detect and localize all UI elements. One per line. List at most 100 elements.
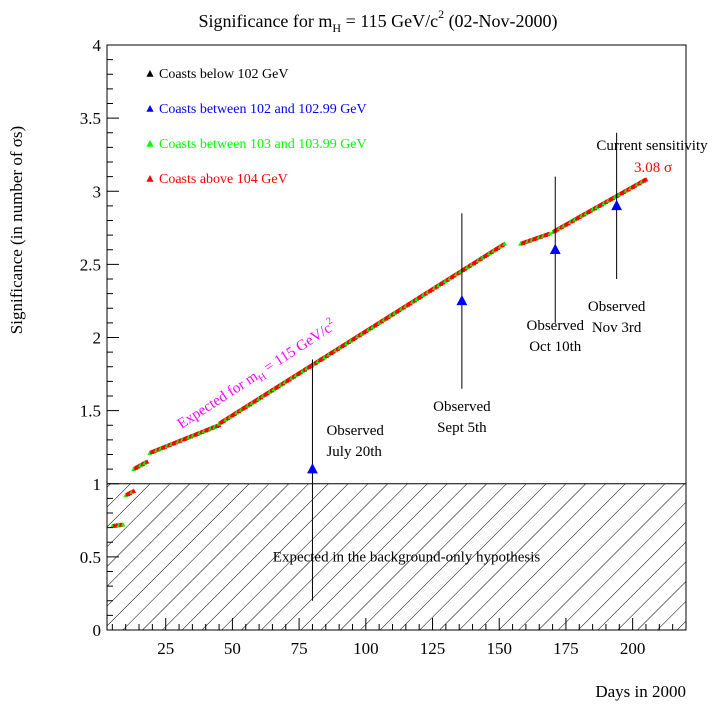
observed-label-line1: Observed (326, 423, 384, 439)
observed-label-line2: July 20th (326, 444, 382, 460)
expected-point (372, 322, 378, 328)
expected-point (144, 459, 150, 464)
expected-point (579, 213, 584, 218)
background-region-label: Expected in the background-only hypothes… (273, 549, 541, 565)
expected-point (289, 375, 294, 380)
expected-point (628, 185, 633, 191)
observed-point: Observed Oct 10th (527, 176, 584, 355)
observed-label-line2: Sept 5th (437, 420, 487, 436)
expected-point (619, 190, 624, 196)
expected-point (276, 383, 281, 389)
plot-frame (106, 44, 687, 631)
expected-point (304, 365, 310, 371)
legend-marker (146, 105, 154, 112)
expected-point (641, 178, 647, 183)
expected-point (401, 304, 406, 310)
expected-point (260, 393, 266, 398)
title-suffix: (02-Nov-2000) (444, 11, 557, 32)
expected-point (634, 181, 640, 187)
y-tick-label: 0.5 (80, 548, 101, 567)
expected-point (471, 260, 477, 266)
expected-point (284, 378, 290, 383)
chart-axes: 25 50 75 100 125 150 175 200 0 0.5 1 1.5 2 2.5 3 3.5 4 (80, 36, 687, 658)
chart-title: Significance for mH = 115 GeV/c2 (02-Nov… (198, 7, 557, 35)
expected-point (478, 256, 483, 261)
expected-segment (109, 522, 126, 529)
expected-point (247, 401, 253, 407)
expected-point (556, 225, 562, 231)
expected-point (453, 271, 459, 277)
expected-point (636, 180, 642, 186)
expected-point (138, 462, 143, 468)
expected-point (388, 313, 393, 318)
x-tick-label: 100 (353, 639, 379, 658)
expected-point (297, 369, 303, 375)
observed-point: Observed Sept 5th (433, 213, 491, 436)
expected-point (423, 291, 428, 296)
expected-point (596, 203, 602, 208)
expected-point (482, 253, 488, 259)
expected-point (486, 250, 492, 256)
expected-point (218, 419, 224, 425)
x-axis-label: Days in 2000 (595, 682, 686, 701)
expected-point (243, 404, 248, 410)
expected-point (434, 284, 439, 289)
expected-point (407, 300, 413, 306)
x-tick-label: 200 (620, 639, 646, 658)
expected-point (491, 248, 496, 253)
observed-point: Observed July 20th (307, 359, 384, 601)
expected-point (368, 325, 373, 331)
expected-point (278, 382, 283, 387)
expected-segment (216, 241, 507, 426)
expected-point (456, 270, 461, 275)
expected-point (131, 488, 137, 493)
observed-label-line2: Oct 10th (529, 339, 582, 355)
y-tick-label: 1 (93, 475, 102, 494)
expected-point (273, 385, 279, 390)
expected-point (431, 285, 437, 290)
y-tick-label: 3 (93, 182, 102, 201)
expected-point (464, 264, 470, 270)
expected-point (436, 282, 442, 288)
expected-point (429, 286, 435, 292)
legend-label: Coasts below 102 GeV (159, 67, 289, 82)
expected-point (313, 360, 319, 365)
x-tick-label: 75 (291, 639, 308, 658)
expected-point (445, 277, 450, 282)
expected-point (131, 466, 137, 471)
expected-point (254, 397, 259, 403)
expected-point (480, 255, 485, 260)
expected-point (120, 522, 126, 527)
expected-point (238, 407, 244, 412)
expected-point (350, 336, 356, 342)
expected-point (502, 241, 507, 246)
expected-point (592, 205, 598, 211)
expected-point (412, 298, 417, 303)
legend: Coasts below 102 GeV Coasts between 102 a… (146, 67, 367, 187)
expected-point (442, 278, 448, 284)
expected-point (559, 224, 564, 230)
observed-label-line1: Observed (588, 299, 646, 315)
expected-point (133, 465, 139, 470)
expected-point (379, 318, 384, 324)
observed-point: Observed Nov 3rd (588, 132, 646, 336)
expected-point (418, 293, 424, 299)
expected-point (295, 371, 301, 376)
legend-entry: Coasts between 103 and 103.99 GeV (146, 137, 367, 152)
expected-point (265, 390, 270, 396)
expected-point (333, 347, 338, 353)
expected-point (258, 394, 264, 400)
expected-point (374, 321, 380, 326)
expected-point (594, 204, 600, 209)
expected-point (300, 368, 305, 374)
expected-point (282, 379, 288, 385)
expected-point (317, 357, 323, 362)
expected-segment (550, 176, 649, 235)
expected-point (420, 292, 426, 297)
expected-point (236, 408, 242, 414)
observed-marker (307, 463, 318, 474)
expected-point (306, 364, 312, 369)
current-sensitivity-value: 3.08 σ (634, 160, 672, 176)
